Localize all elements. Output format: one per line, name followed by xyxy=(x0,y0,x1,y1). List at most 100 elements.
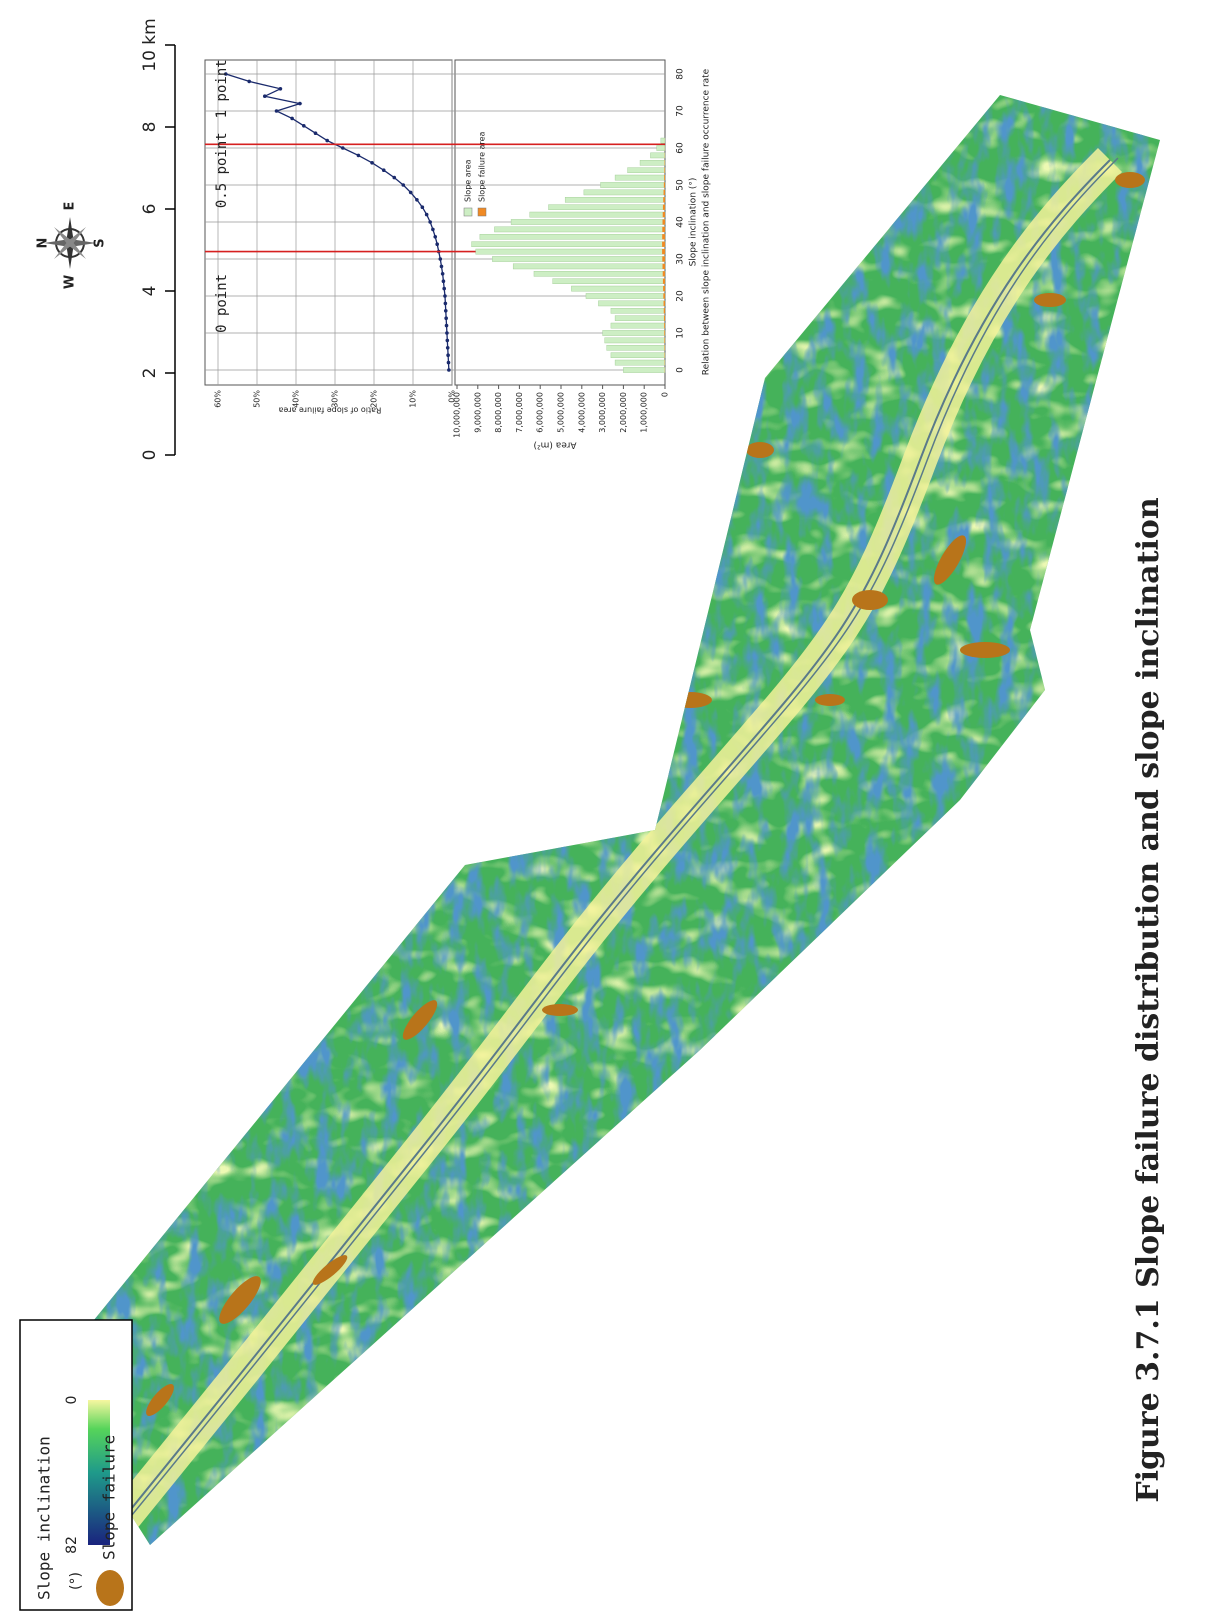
y-tick-label: 20% xyxy=(370,390,379,408)
bar xyxy=(660,137,666,144)
y-axis-label: Area (m²) xyxy=(534,440,577,450)
bar xyxy=(571,285,666,292)
bar xyxy=(662,263,665,269)
y-tick-label: 7,000,000 xyxy=(515,392,524,433)
ratio-point xyxy=(401,183,406,187)
bar xyxy=(585,293,666,299)
ratio-point xyxy=(431,227,435,232)
legend-title: Slope inclination xyxy=(35,1436,54,1600)
bar xyxy=(510,219,666,225)
bar xyxy=(663,286,665,292)
x-tick-label: 20 xyxy=(676,290,686,302)
ratio-point xyxy=(313,131,318,135)
bar xyxy=(639,159,666,166)
bar xyxy=(623,367,666,373)
ratio-point xyxy=(443,294,447,298)
scale-label: 4 xyxy=(140,286,160,297)
ratio-point xyxy=(439,264,444,269)
bar xyxy=(656,145,666,151)
compass-letter: E xyxy=(63,202,78,211)
y-tick-label: 0% xyxy=(448,390,457,403)
bar xyxy=(663,197,665,203)
legend-label: Slope failure area xyxy=(478,132,487,202)
ratio-point xyxy=(420,205,425,209)
y-tick-label: 5,000,000 xyxy=(557,392,566,433)
y-axis-label: Ratio of slope failure area xyxy=(279,406,382,415)
y-tick-label: 30% xyxy=(331,390,340,408)
legend-box xyxy=(19,1319,133,1611)
bar xyxy=(662,234,665,240)
y-tick-label: 2,000,000 xyxy=(619,392,628,433)
ratio-point xyxy=(302,124,306,128)
compass-letter: N xyxy=(36,238,51,249)
bar xyxy=(664,330,665,336)
legend-failure-label: Slope failure xyxy=(100,1435,119,1560)
ratio-point xyxy=(443,309,448,313)
bar xyxy=(552,278,666,285)
legend-gradient xyxy=(88,1400,110,1545)
ratio-point xyxy=(447,368,451,372)
bar xyxy=(663,300,665,306)
bar xyxy=(479,233,666,240)
chart-title: Relation between slope inclination and s… xyxy=(702,68,712,375)
bar xyxy=(650,152,666,159)
ratio-point xyxy=(408,190,413,195)
bar xyxy=(548,204,666,211)
bar xyxy=(604,337,666,344)
x-tick-label: 30 xyxy=(676,253,686,265)
ratio-point xyxy=(341,146,345,150)
x-tick-label: 50 xyxy=(676,179,686,191)
ratio-point xyxy=(381,168,386,172)
bar xyxy=(614,174,666,181)
ratio-point xyxy=(274,109,279,113)
bar xyxy=(662,241,665,247)
bar xyxy=(512,263,666,270)
scale-label: 10 km xyxy=(140,18,160,71)
ratio-point xyxy=(433,235,438,239)
ratio-point xyxy=(444,323,449,328)
bar xyxy=(471,241,666,248)
ratio-point xyxy=(247,79,251,84)
bar xyxy=(663,315,665,321)
ratio-point xyxy=(392,175,397,180)
legend-max: 82 xyxy=(64,1536,80,1554)
ratio-point xyxy=(444,316,448,321)
ratio-point xyxy=(424,212,429,217)
bar xyxy=(583,189,666,196)
ratio-point xyxy=(415,198,419,202)
bar xyxy=(627,167,666,174)
ratio-point xyxy=(446,353,450,358)
bar xyxy=(663,293,665,299)
bar xyxy=(610,352,666,359)
x-axis-label: Slope inclination (°) xyxy=(689,178,699,267)
annotation: 0.5 point xyxy=(214,132,230,208)
bar xyxy=(564,196,666,203)
annotation: 0 point xyxy=(214,274,230,333)
ratio-point xyxy=(290,116,294,121)
ratio-point xyxy=(435,242,439,246)
scale-label: 2 xyxy=(140,368,160,379)
ratio-point xyxy=(445,331,449,335)
y-tick-label: 50% xyxy=(253,390,262,408)
legend-swatch xyxy=(477,207,487,217)
bar xyxy=(606,345,666,351)
compass-letter: W xyxy=(63,275,78,289)
y-tick-label: 4,000,000 xyxy=(577,392,586,433)
legend-failure-swatch xyxy=(96,1570,124,1606)
ratio-point xyxy=(441,279,446,284)
bar xyxy=(664,345,665,351)
bar xyxy=(600,182,666,188)
scale-label: 6 xyxy=(140,204,160,215)
y-tick-label: 10% xyxy=(409,390,418,408)
scale-label: 0 xyxy=(140,450,160,461)
legend-min: 0 xyxy=(64,1396,80,1405)
y-tick-label: 8,000,000 xyxy=(494,392,503,433)
bar xyxy=(662,256,665,262)
bar xyxy=(614,315,666,322)
bar xyxy=(533,271,666,277)
bar xyxy=(664,337,665,343)
chart-frame xyxy=(204,59,453,386)
x-tick-label: 70 xyxy=(676,105,686,117)
scale-label: 8 xyxy=(140,122,160,133)
